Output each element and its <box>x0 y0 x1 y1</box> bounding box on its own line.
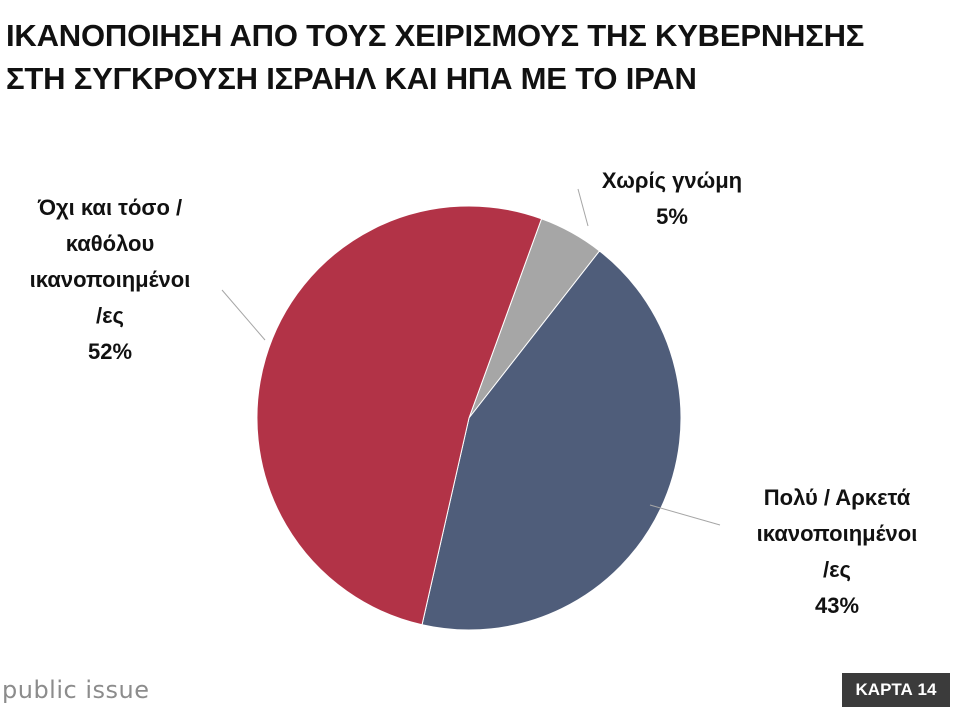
leader-line <box>649 504 721 526</box>
slice-label-line: ικανοποιημένοι <box>757 521 918 546</box>
leader-line <box>221 289 266 341</box>
leader-line <box>577 188 589 227</box>
chart-title-line-1: ΙΚΑΝΟΠΟΙΗΣΗ ΑΠΟ ΤΟΥΣ ΧΕΙΡΙΣΜΟΥΣ ΤΗΣ ΚΥΒΕ… <box>6 18 865 53</box>
slice-label: Πολύ / Αρκετά ικανοποιημένοι/ες 43% <box>757 485 918 618</box>
slice-label: Χωρίς γνώμη 5% <box>602 168 742 229</box>
slice-label-line: /ες <box>823 557 851 582</box>
slice-label-line: Πολύ / Αρκετά <box>764 485 911 510</box>
slice-value-label: 43% <box>815 593 859 618</box>
slice-label-line: Όχι και τόσο / <box>37 195 182 220</box>
slice-label-line: /ες <box>96 303 124 328</box>
slice-labels: Χωρίς γνώμη 5% Πολύ / Αρκετά ικανοποιημένοι… <box>30 168 918 618</box>
slice-label-line: Χωρίς γνώμη <box>602 168 742 193</box>
slice-label: Όχι και τόσο / καθόλου ικανοποιημένοι/ες 52… <box>30 195 191 364</box>
chart-title: ΙΚΑΝΟΠΟΙΗΣΗ ΑΠΟ ΤΟΥΣ ΧΕΙΡΙΣΜΟΥΣ ΤΗΣ ΚΥΒΕ… <box>6 14 946 100</box>
slice-label-line: καθόλου <box>66 231 155 256</box>
card-number-badge: ΚΑΡΤΑ 14 <box>842 673 950 707</box>
pie-slices <box>256 205 682 631</box>
slice-label-line: ικανοποιημένοι <box>30 267 191 292</box>
brand-logo: public issue <box>2 676 150 704</box>
slice-value-label: 52% <box>88 339 132 364</box>
slice-value-label: 5% <box>656 204 688 229</box>
pie-slice <box>256 205 543 626</box>
pie-slice <box>421 250 682 631</box>
chart-title-line-2: ΣΤΗ ΣΥΓΚΡΟΥΣΗ ΙΣΡΑΗΛ ΚΑΙ ΗΠΑ ΜΕ ΤΟ ΙΡΑΝ <box>6 61 697 96</box>
